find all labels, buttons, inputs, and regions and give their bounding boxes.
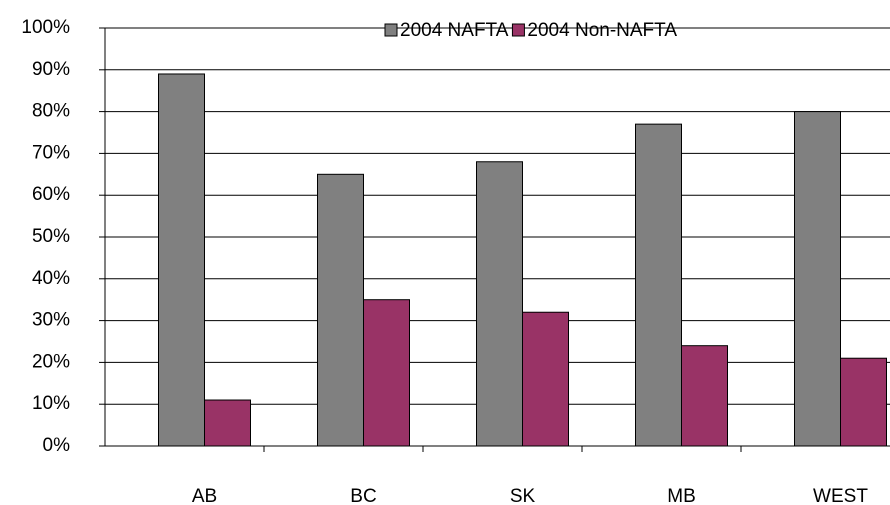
x-tick-label: AB: [192, 486, 217, 505]
bar: [204, 399, 251, 447]
legend-label: 2004 NAFTA: [400, 20, 509, 41]
x-tick-label: BC: [350, 486, 376, 505]
legend-swatch: [384, 23, 398, 37]
y-tick-label: 100%: [21, 17, 70, 38]
y-tick-label: 80%: [32, 101, 70, 122]
x-tick-label: WEST: [813, 486, 868, 505]
bar: [522, 311, 569, 447]
bar: [158, 73, 205, 447]
y-tick-label: 90%: [32, 59, 70, 80]
y-tick-label: 0%: [43, 435, 71, 456]
bar: [635, 123, 682, 447]
y-tick-label: 70%: [32, 142, 70, 163]
x-tick-label: SK: [510, 486, 536, 505]
y-tick-label: 20%: [32, 351, 70, 372]
y-tick-label: 60%: [32, 184, 70, 205]
y-tick-label: 30%: [32, 310, 70, 331]
y-tick-label: 40%: [32, 268, 70, 289]
bar: [840, 357, 887, 447]
bar: [681, 345, 728, 447]
legend-label: 2004 Non-NAFTA: [527, 20, 677, 41]
x-tick-label: MB: [667, 486, 696, 505]
legend-swatch: [511, 23, 525, 37]
bar: [794, 111, 841, 447]
y-tick-label: 10%: [32, 393, 70, 414]
bar: [317, 173, 364, 447]
y-tick-label: 50%: [32, 226, 70, 247]
bar: [363, 299, 410, 447]
bar: [476, 161, 523, 447]
